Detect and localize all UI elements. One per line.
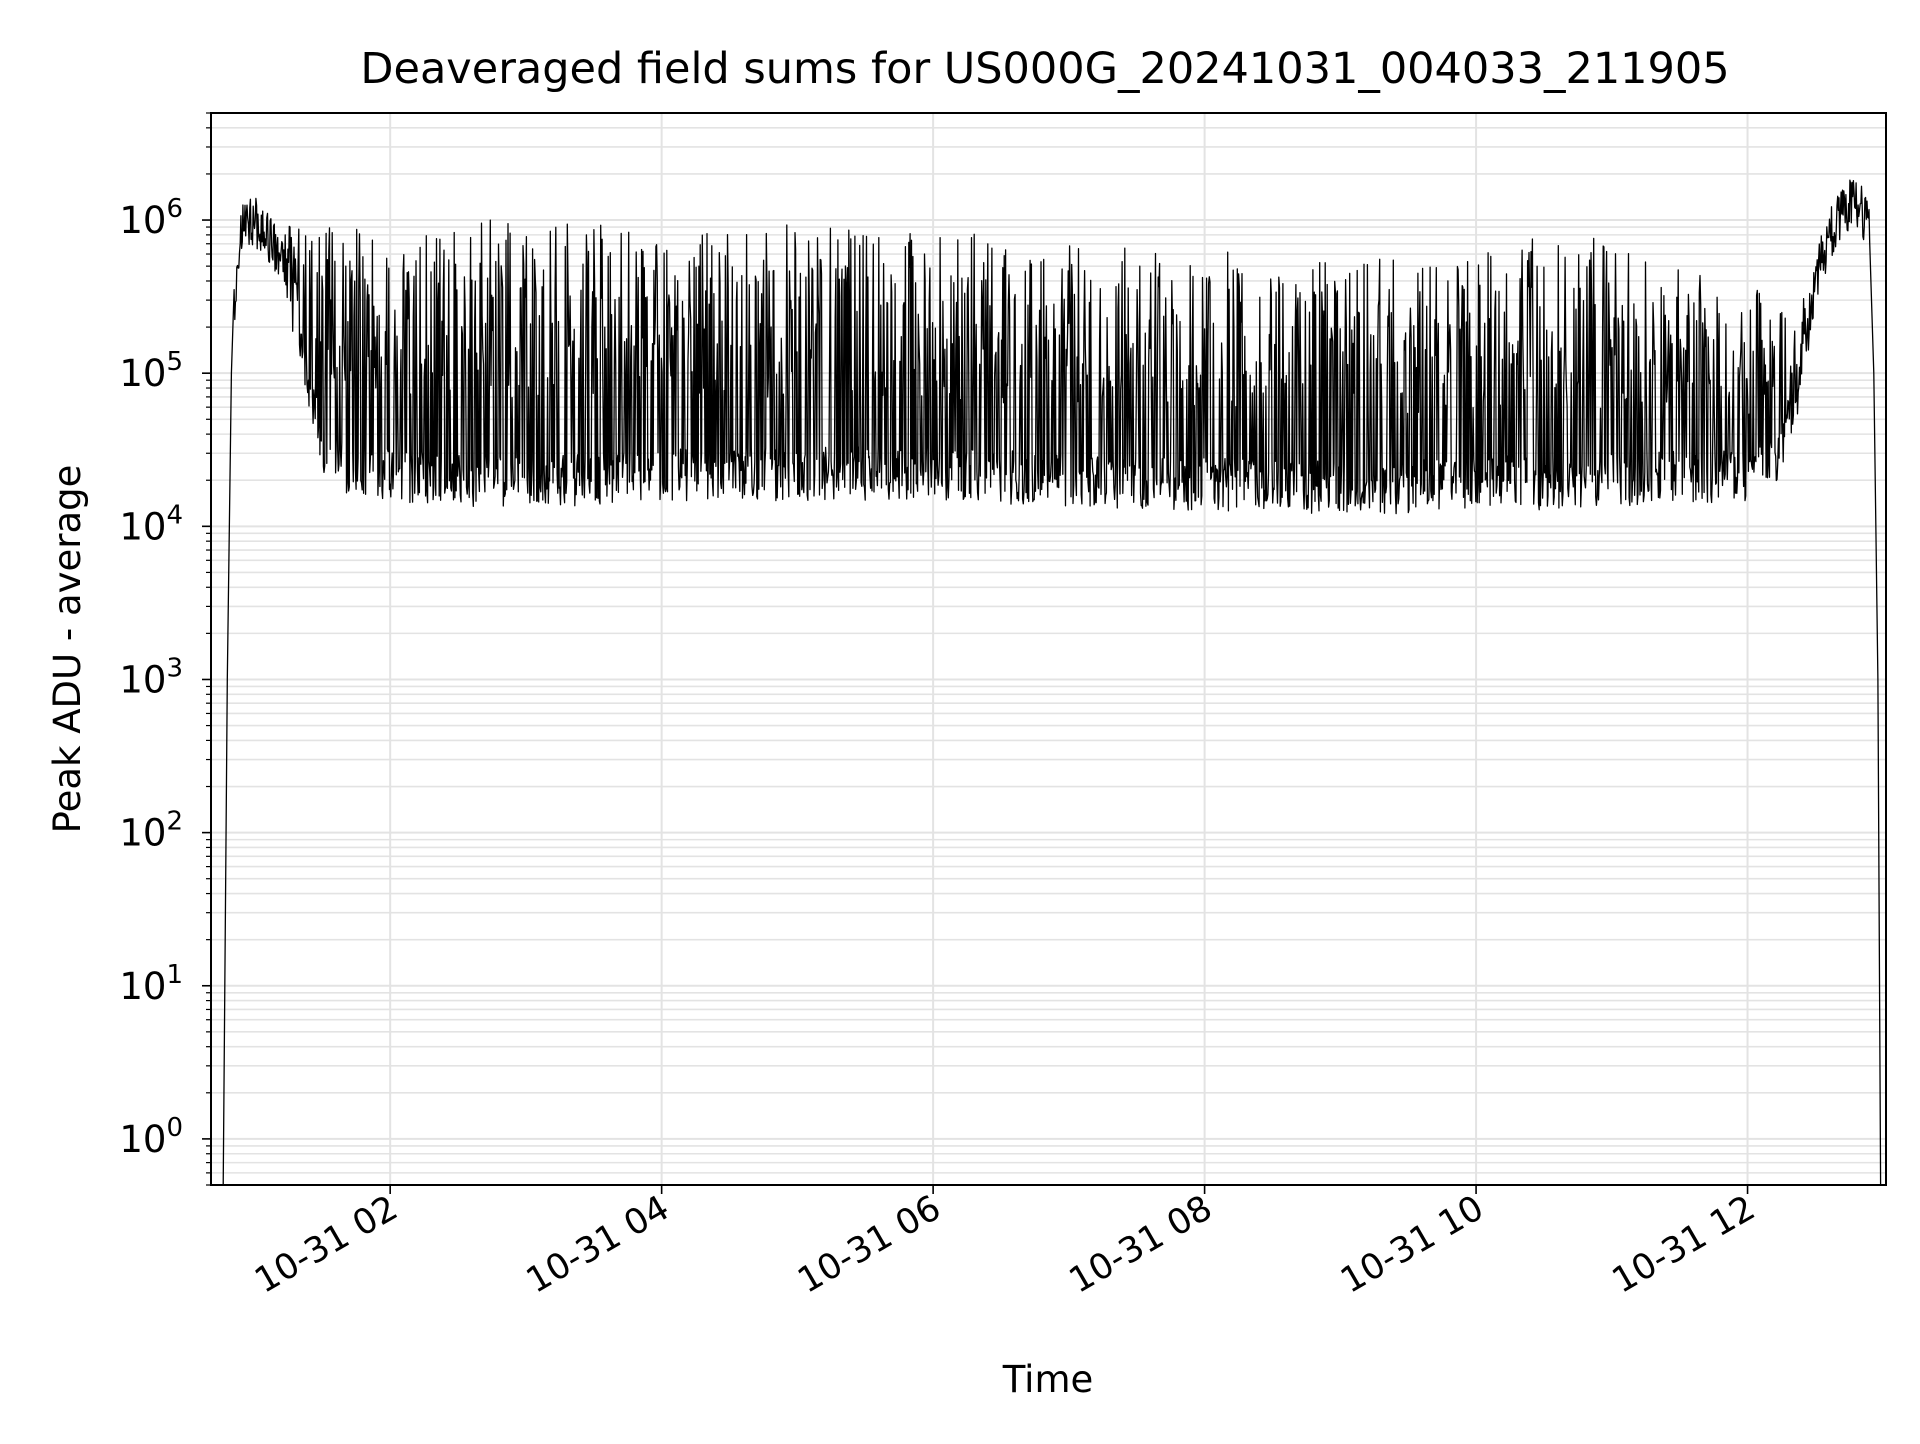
plot-frame	[210, 112, 1887, 1186]
y-tick-label: 105	[119, 347, 183, 395]
data-series-line	[222, 179, 1882, 1186]
y-tick-label: 106	[119, 194, 183, 242]
y-tick-label: 104	[119, 500, 183, 548]
y-tick-label: 101	[119, 960, 183, 1008]
chart-title: Deaveraged field sums for US000G_2024103…	[360, 44, 1729, 94]
y-axis: 100 101 102 103 104 105 106	[119, 112, 211, 1186]
y-axis-label: Peak ADU - average	[46, 465, 89, 834]
y-tick-label: 100	[119, 1113, 183, 1161]
y-tick-label: 102	[119, 807, 183, 855]
x-axis-label: Time	[1002, 1358, 1094, 1401]
y-tick-label: 103	[119, 653, 183, 701]
plot-area	[222, 179, 1882, 1186]
